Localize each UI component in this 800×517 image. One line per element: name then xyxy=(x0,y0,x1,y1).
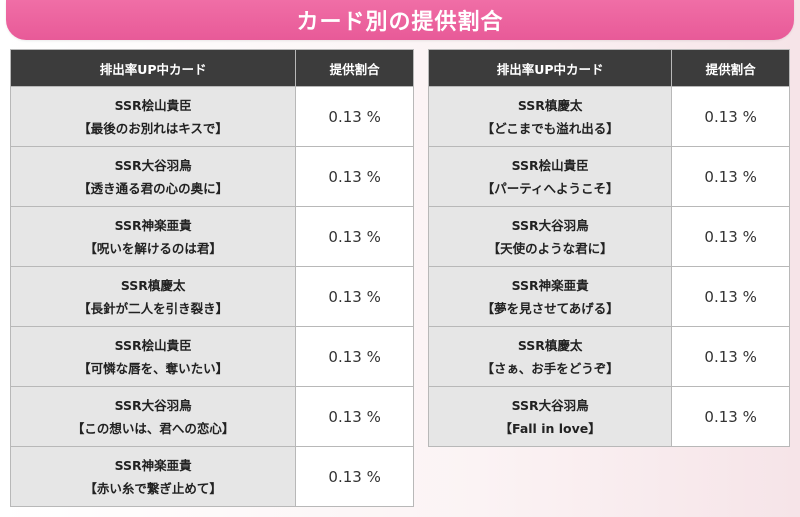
card-cell: SSR槙慶太 【長針が二人を引き裂き】 xyxy=(9,266,297,327)
card-cell: SSR桧山貴臣 【可憐な唇を、奪いたい】 xyxy=(9,326,297,387)
card-title: 【さぁ、お手をどうぞ】 xyxy=(481,360,619,376)
rate-cell: 0.13 % xyxy=(671,206,790,267)
card-name: SSR大谷羽鳥 xyxy=(114,157,192,173)
table-row: SSR槙慶太 【さぁ、お手をどうぞ】 0.13 % xyxy=(427,326,790,387)
rate-cell: 0.13 % xyxy=(671,146,790,207)
rate-cell: 0.13 % xyxy=(671,386,790,447)
card-name: SSR神楽亜貴 xyxy=(114,217,192,233)
card-name: SSR神楽亜貴 xyxy=(114,457,192,473)
rate-table-left: 排出率UP中カード 提供割合 SSR桧山貴臣 【最後のお別れはキスで】 0.13… xyxy=(9,49,414,507)
table-row: SSR大谷羽鳥 【この想いは、君への恋心】 0.13 % xyxy=(9,386,414,447)
card-title: 【呪いを解けるのは君】 xyxy=(84,240,222,256)
card-name: SSR大谷羽鳥 xyxy=(511,217,589,233)
rate-cell: 0.13 % xyxy=(671,326,790,387)
card-title: 【夢を見させてあげる】 xyxy=(481,300,619,316)
rate-cell: 0.13 % xyxy=(671,86,790,147)
card-cell: SSR槙慶太 【さぁ、お手をどうぞ】 xyxy=(427,326,673,387)
card-title: 【長針が二人を引き裂き】 xyxy=(78,300,229,316)
card-cell: SSR大谷羽鳥 【天使のような君に】 xyxy=(427,206,673,267)
card-cell: SSR神楽亜貴 【夢を見させてあげる】 xyxy=(427,266,673,327)
header-rate: 提供割合 xyxy=(295,49,414,87)
rate-cell: 0.13 % xyxy=(295,326,414,387)
rate-cell: 0.13 % xyxy=(295,146,414,207)
card-title: 【天使のような君に】 xyxy=(487,240,613,256)
card-name: SSR桧山貴臣 xyxy=(114,97,192,113)
card-cell: SSR桧山貴臣 【最後のお別れはキスで】 xyxy=(9,86,297,147)
card-name: SSR大谷羽鳥 xyxy=(114,397,192,413)
card-title: 【どこまでも溢れ出る】 xyxy=(481,120,619,136)
table-row: SSR神楽亜貴 【夢を見させてあげる】 0.13 % xyxy=(427,266,790,327)
header-card: 排出率UP中カード xyxy=(427,49,673,87)
table-row: SSR神楽亜貴 【呪いを解けるのは君】 0.13 % xyxy=(9,206,414,267)
table-row: SSR桧山貴臣 【可憐な唇を、奪いたい】 0.13 % xyxy=(9,326,414,387)
table-row: SSR槙慶太 【長針が二人を引き裂き】 0.13 % xyxy=(9,266,414,327)
rate-cell: 0.13 % xyxy=(295,206,414,267)
table-row: SSR桧山貴臣 【最後のお別れはキスで】 0.13 % xyxy=(9,86,414,147)
card-cell: SSR大谷羽鳥 【透き通る君の心の奥に】 xyxy=(9,146,297,207)
rate-table-right: 排出率UP中カード 提供割合 SSR槙慶太 【どこまでも溢れ出る】 0.13 %… xyxy=(427,49,790,447)
card-name: SSR槙慶太 xyxy=(517,97,583,113)
page-title: カード別の提供割合 xyxy=(296,10,504,35)
card-cell: SSR大谷羽鳥 【Fall in love】 xyxy=(427,386,673,447)
card-title: 【パーティへようこそ】 xyxy=(481,180,619,196)
card-name: SSR大谷羽鳥 xyxy=(511,397,589,413)
card-title: 【赤い糸で繋ぎ止めて】 xyxy=(84,480,222,496)
card-cell: SSR大谷羽鳥 【この想いは、君への恋心】 xyxy=(9,386,297,447)
table-header-row: 排出率UP中カード 提供割合 xyxy=(427,49,790,87)
table-row: SSR大谷羽鳥 【透き通る君の心の奥に】 0.13 % xyxy=(9,146,414,207)
rate-cell: 0.13 % xyxy=(671,266,790,327)
header-rate: 提供割合 xyxy=(671,49,790,87)
header-card: 排出率UP中カード xyxy=(9,49,297,87)
card-cell: SSR神楽亜貴 【赤い糸で繋ぎ止めて】 xyxy=(9,446,297,507)
card-name: SSR桧山貴臣 xyxy=(114,337,192,353)
card-title: 【可憐な唇を、奪いたい】 xyxy=(78,360,229,376)
card-name: SSR神楽亜貴 xyxy=(511,277,589,293)
table-row: SSR大谷羽鳥 【天使のような君に】 0.13 % xyxy=(427,206,790,267)
table-header-row: 排出率UP中カード 提供割合 xyxy=(9,49,414,87)
card-name: SSR槙慶太 xyxy=(120,277,186,293)
table-row: SSR大谷羽鳥 【Fall in love】 0.13 % xyxy=(427,386,790,447)
card-title: 【透き通る君の心の奥に】 xyxy=(78,180,229,196)
card-title: 【Fall in love】 xyxy=(499,420,601,436)
card-title: 【この想いは、君への恋心】 xyxy=(71,420,235,436)
card-cell: SSR神楽亜貴 【呪いを解けるのは君】 xyxy=(9,206,297,267)
rate-cell: 0.13 % xyxy=(295,386,414,447)
table-row: SSR槙慶太 【どこまでも溢れ出る】 0.13 % xyxy=(427,86,790,147)
card-name: SSR槙慶太 xyxy=(517,337,583,353)
page-title-banner: カード別の提供割合 xyxy=(6,0,794,40)
card-cell: SSR槙慶太 【どこまでも溢れ出る】 xyxy=(427,86,673,147)
card-name: SSR桧山貴臣 xyxy=(511,157,589,173)
table-row: SSR神楽亜貴 【赤い糸で繋ぎ止めて】 0.13 % xyxy=(9,446,414,507)
card-cell: SSR桧山貴臣 【パーティへようこそ】 xyxy=(427,146,673,207)
table-row: SSR桧山貴臣 【パーティへようこそ】 0.13 % xyxy=(427,146,790,207)
rate-cell: 0.13 % xyxy=(295,86,414,147)
rate-cell: 0.13 % xyxy=(295,266,414,327)
card-title: 【最後のお別れはキスで】 xyxy=(78,120,228,136)
rate-cell: 0.13 % xyxy=(295,446,414,507)
